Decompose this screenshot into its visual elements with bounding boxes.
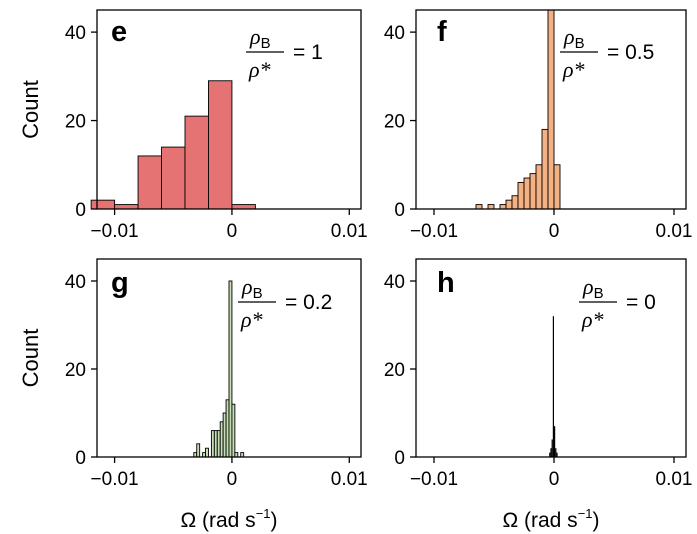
plot-frame	[96, 258, 362, 458]
y-tick-label: 20	[65, 112, 86, 133]
density-ratio-annotation: ρB ρ* = 0	[579, 274, 656, 332]
histogram-bar	[161, 146, 186, 210]
y-tick-label: 40	[65, 23, 86, 44]
x-tick-label: 0.01	[331, 469, 368, 490]
y-axis-label: Count	[18, 329, 43, 388]
histogram-bar	[549, 452, 551, 457]
ratio-denominator: ρ*	[581, 307, 604, 332]
x-tick-label: 0.01	[656, 221, 693, 242]
density-ratio-annotation: ρB ρ* = 0.5	[560, 24, 654, 82]
ratio-numerator: ρB	[582, 274, 604, 302]
density-ratio-annotation: ρB ρ* = 0.2	[238, 274, 332, 332]
y-tick-label: 20	[384, 112, 405, 133]
histogram-bar	[231, 403, 236, 458]
y-tick-label: 40	[384, 23, 405, 44]
histogram-bar	[499, 204, 507, 210]
histogram-bar	[511, 195, 519, 210]
y-axis-label: Count	[18, 80, 43, 139]
y-tick-label: 0	[394, 448, 405, 469]
histogram-bar	[487, 204, 495, 210]
histogram-bar	[547, 9, 555, 210]
histogram-bar	[231, 204, 256, 210]
ratio-numerator: ρB	[241, 274, 263, 302]
y-tick-label: 0	[75, 200, 86, 221]
y-tick-label: 0	[394, 200, 405, 221]
y-tick-label: 40	[384, 272, 405, 293]
histogram-bar	[554, 426, 556, 457]
ratio-value: = 0.5	[607, 41, 654, 64]
ratio-value: = 1	[293, 41, 323, 64]
histogram-bar	[90, 199, 116, 210]
x-tick-label: 0	[549, 469, 560, 490]
histogram-bar	[137, 155, 162, 210]
plot-frame	[415, 258, 687, 458]
histogram-bar	[196, 443, 201, 458]
ratio-value: = 0.2	[285, 291, 332, 314]
panel-letter: h	[437, 267, 455, 299]
histogram-bar	[550, 448, 552, 457]
y-tick-label: 40	[65, 272, 86, 293]
histogram-bar	[234, 452, 239, 458]
ratio-denominator: ρ*	[248, 57, 271, 82]
y-tick-label: 20	[65, 360, 86, 381]
histogram-bar	[517, 182, 525, 210]
panel-letter: g	[111, 267, 129, 299]
histogram-bar	[555, 448, 557, 457]
panel-letter: f	[437, 16, 447, 48]
histogram-bar	[208, 80, 233, 210]
plot-frame	[415, 9, 687, 210]
histogram-bar	[541, 128, 549, 210]
histogram-bar	[523, 177, 531, 210]
density-ratio-annotation: ρB ρ* = 1	[246, 24, 323, 82]
x-tick-label: 0	[227, 469, 238, 490]
x-tick-label: 0.01	[331, 221, 368, 242]
x-axis-label: Ω (rad s−1)	[502, 506, 599, 532]
x-tick-label: −0.01	[410, 221, 458, 242]
histogram-bar	[553, 164, 561, 210]
histogram-bar	[551, 439, 553, 457]
x-tick-label: −0.01	[410, 469, 458, 490]
x-tick-label: 0.01	[656, 469, 693, 490]
x-tick-label: −0.01	[91, 469, 139, 490]
ratio-numerator: ρB	[563, 24, 585, 52]
ratio-denominator: ρ*	[562, 57, 585, 82]
histogram-bar	[205, 447, 209, 458]
ratio-numerator: ρB	[249, 24, 271, 52]
histogram-bar	[556, 452, 558, 457]
ratio-value: = 0	[626, 291, 656, 314]
histogram-bar	[114, 204, 139, 210]
histogram-bar	[552, 316, 554, 457]
ratio-denominator: ρ*	[240, 307, 263, 332]
plot-frame	[96, 9, 362, 210]
x-tick-label: −0.01	[91, 221, 139, 242]
histogram-bar	[240, 452, 245, 458]
x-tick-label: 0	[549, 221, 560, 242]
y-tick-label: 0	[75, 448, 86, 469]
histogram-bar	[529, 173, 537, 210]
histogram-bar	[505, 199, 513, 210]
histogram-bar	[475, 204, 483, 210]
x-axis-label: Ω (rad s−1)	[180, 506, 277, 532]
y-tick-label: 20	[384, 360, 405, 381]
histogram-bar	[184, 115, 209, 210]
histogram-bar	[535, 164, 543, 210]
panel-letter: e	[111, 16, 127, 48]
x-tick-label: 0	[227, 221, 238, 242]
